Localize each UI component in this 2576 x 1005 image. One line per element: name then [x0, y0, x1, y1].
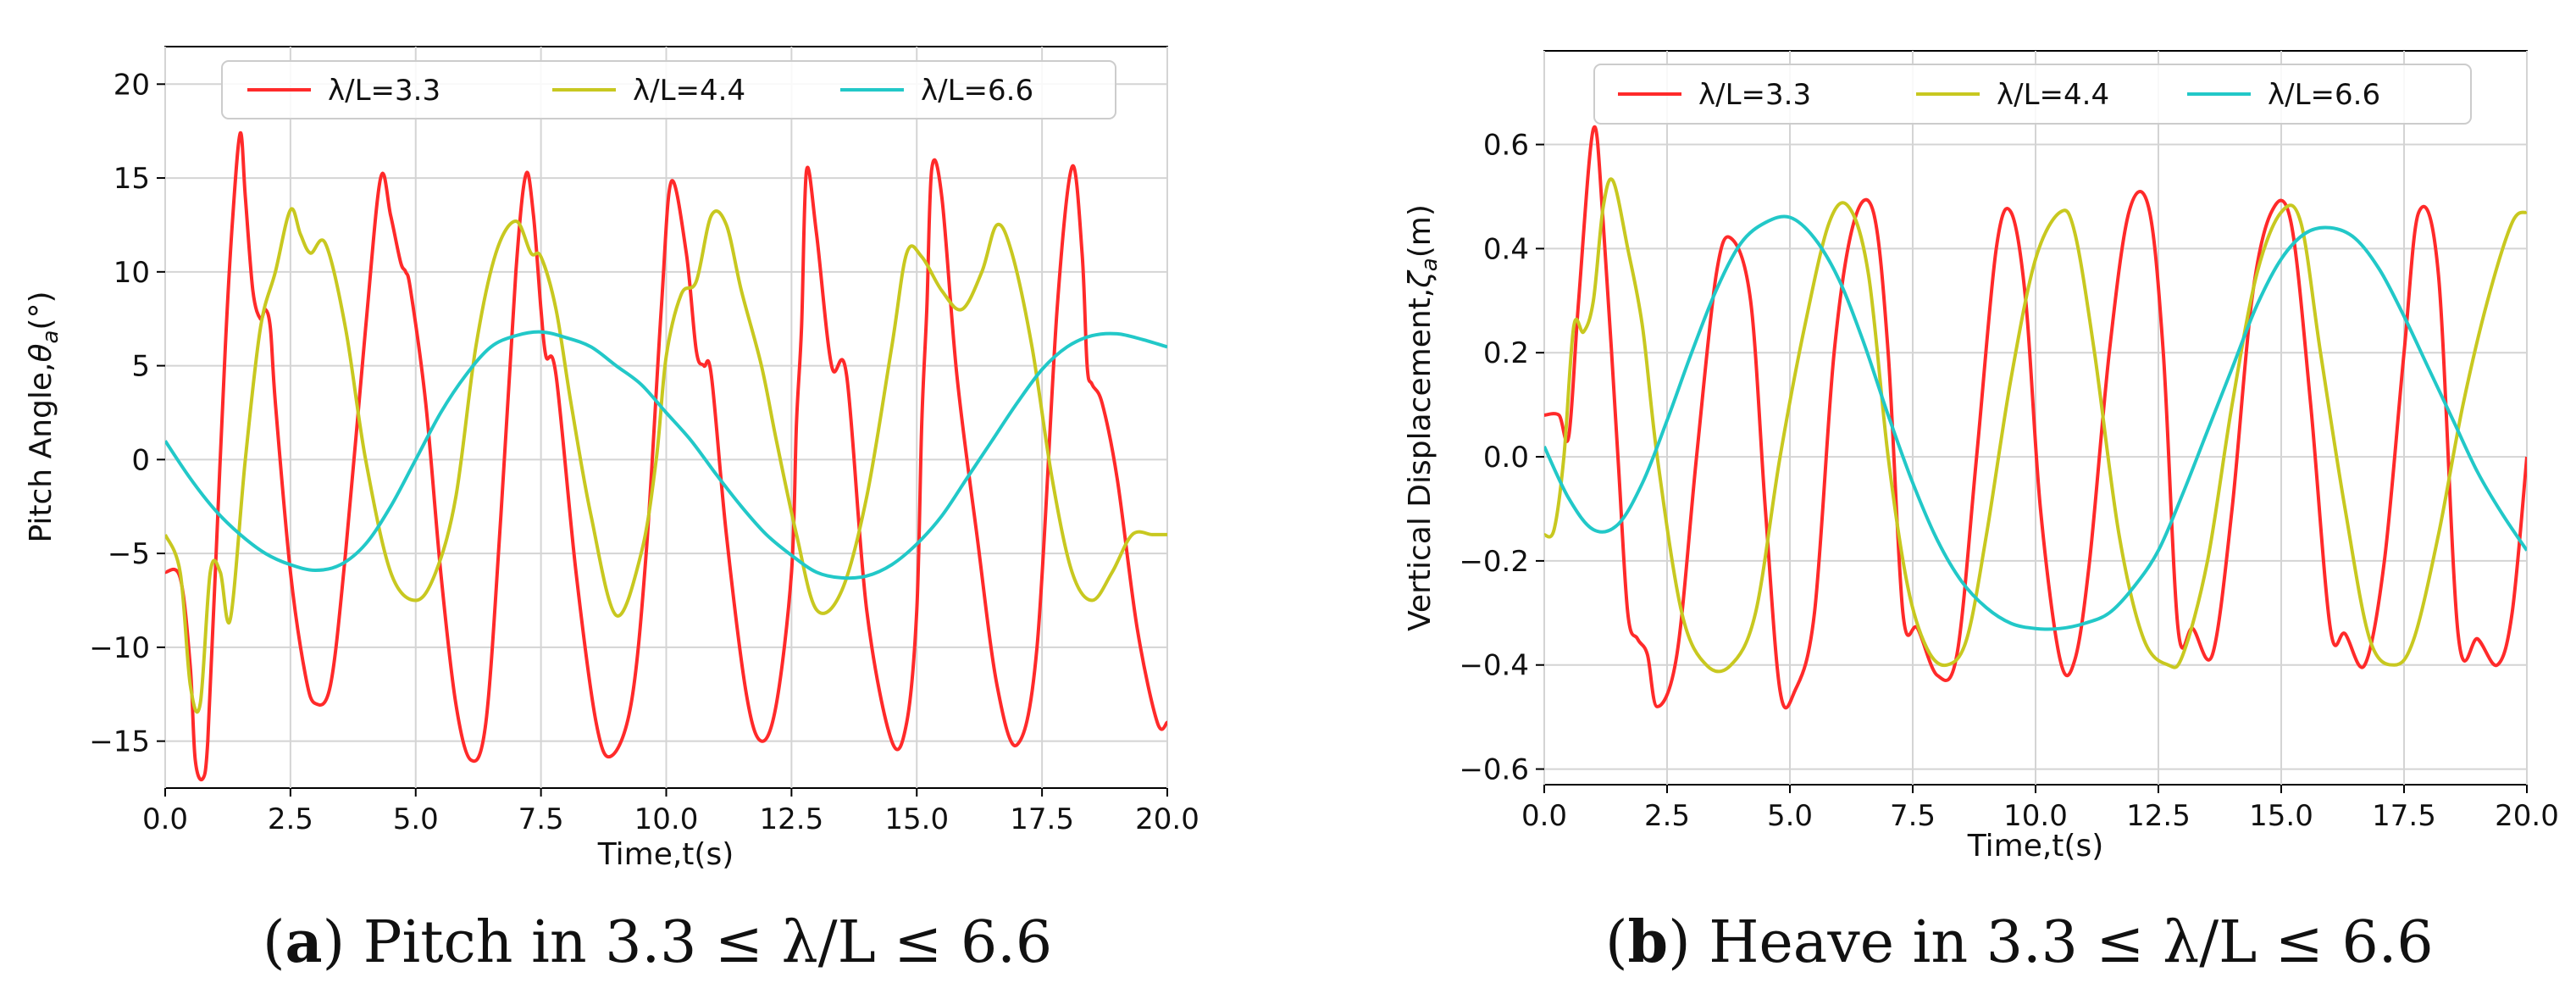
heave-x-tick-label: 5.0 [1767, 799, 1813, 833]
heave-legend: λ/L=3.3 λ/L=4.4 λ/L=6.6 [1593, 64, 2472, 125]
heave-ticks: 0.0 2.5 5.0 7.5 10.0 12.5 15.0 17.5 20.0 −0.6 −0.4… [1459, 129, 2558, 833]
heave-y-tick-label: 0.6 [1483, 129, 1529, 163]
pitch-series-line-2 [165, 207, 1167, 714]
pitch-x-tick-label: 20.0 [1135, 802, 1199, 836]
heave-x-tick-label: 10.0 [2003, 799, 2068, 833]
heave-x-tick-label: 12.5 [2126, 799, 2191, 833]
caption-b: (b) Heave in 3.3 ≤ λ/L ≤ 6.6 [1605, 908, 2434, 976]
heave-y-tick-label: −0.4 [1459, 649, 1529, 683]
pitch-y-tick-label: −5 [108, 537, 150, 571]
heave-x-tick-label: 0.0 [1521, 799, 1567, 833]
pitch-x-tick-label: 7.5 [518, 802, 564, 836]
heave-y-tick-label: 0.0 [1483, 441, 1529, 475]
pitch-series-line-1 [165, 130, 1167, 782]
caption-a-label: a [285, 908, 323, 976]
heave-x-tick-label: 17.5 [2372, 799, 2436, 833]
heave-series-line-3 [1544, 214, 2527, 631]
heave-y-tick-label: −0.6 [1459, 753, 1529, 787]
pitch-x-tick-label: 15.0 [884, 802, 949, 836]
pitch-grid [164, 47, 1168, 788]
pitch-y-tick-label: 0 [131, 443, 150, 477]
pitch-x-axis-label: Time,t(s) [597, 837, 734, 872]
pitch-y-tick-label: −10 [89, 631, 150, 665]
pitch-y-tick-label: 15 [114, 162, 150, 196]
pitch-legend-label-3: λ/L=6.6 [921, 74, 1033, 108]
pitch-x-tick-label: 12.5 [760, 802, 824, 836]
heave-y-axis-label: Vertical Displacement,ζa(m) [1403, 204, 1443, 631]
heave-x-tick-label: 15.0 [2249, 799, 2313, 833]
heave-series [1544, 125, 2527, 710]
caption-a-text: Pitch in 3.3 ≤ λ/L ≤ 6.6 [363, 909, 1053, 976]
heave-y-tick-label: 0.2 [1483, 336, 1529, 370]
pitch-y-tick-label: 20 [114, 68, 150, 102]
caption-a: (a) Pitch in 3.3 ≤ λ/L ≤ 6.6 [263, 908, 1053, 976]
pitch-x-tick-label: 5.0 [393, 802, 439, 836]
pitch-y-tick-label: 5 [131, 350, 150, 384]
heave-series-line-2 [1544, 177, 2527, 674]
pitch-x-tick-label: 10.0 [634, 802, 699, 836]
heave-x-tick-label: 7.5 [1890, 799, 1936, 833]
heave-legend-label-2: λ/L=4.4 [1997, 78, 2109, 112]
pitch-series-line-3 [165, 330, 1167, 580]
pitch-legend-box [221, 60, 1116, 119]
heave-legend-label-1: λ/L=3.3 [1698, 78, 1811, 112]
pitch-legend-label-1: λ/L=3.3 [328, 74, 440, 108]
heave-legend-box [1593, 64, 2472, 125]
pitch-legend-label-2: λ/L=4.4 [633, 74, 745, 108]
heave-x-tick-label: 20.0 [2495, 799, 2559, 833]
heave-y-tick-label: −0.2 [1459, 545, 1529, 579]
pitch-y-axis-label: Pitch Angle,θa(°) [24, 291, 64, 542]
pitch-x-tick-label: 17.5 [1010, 802, 1074, 836]
pitch-chart: 0.0 2.5 5.0 7.5 10.0 12.5 15.0 17.5 20.0 −15 −10 −5… [24, 46, 1199, 872]
heave-legend-label-3: λ/L=6.6 [2268, 78, 2380, 112]
pitch-legend: λ/L=3.3 λ/L=4.4 λ/L=6.6 [221, 60, 1116, 119]
pitch-y-tick-label: 10 [114, 256, 150, 290]
heave-x-tick-label: 2.5 [1644, 799, 1690, 833]
heave-chart: 0.0 2.5 5.0 7.5 10.0 12.5 15.0 17.5 20.0 −0.6 −0.4… [1403, 50, 2559, 863]
pitch-x-tick-label: 2.5 [268, 802, 313, 836]
heave-y-tick-label: 0.4 [1483, 232, 1529, 266]
pitch-y-tick-label: −15 [89, 725, 150, 759]
pitch-series [165, 130, 1167, 782]
pitch-ticks: 0.0 2.5 5.0 7.5 10.0 12.5 15.0 17.5 20.0 −15 −10 −5… [89, 68, 1199, 836]
heave-x-axis-label: Time,t(s) [1967, 829, 2104, 863]
caption-b-text: Heave in 3.3 ≤ λ/L ≤ 6.6 [1709, 909, 2434, 976]
heave-series-line-1 [1544, 125, 2527, 710]
caption-b-label: b [1627, 908, 1669, 976]
pitch-x-tick-label: 0.0 [142, 802, 188, 836]
